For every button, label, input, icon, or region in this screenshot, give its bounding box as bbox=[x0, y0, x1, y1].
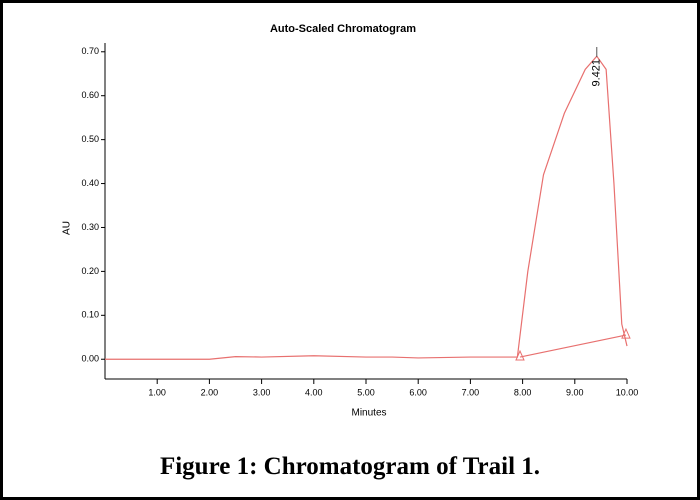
peak-label: 9.421 bbox=[591, 59, 603, 87]
x-tick-label: 8.00 bbox=[514, 387, 532, 397]
peak-marker bbox=[621, 327, 631, 339]
y-tick-label: 0.50 bbox=[81, 134, 99, 144]
chart: Auto-Scaled Chromatogram Minutes AU 0.00… bbox=[62, 23, 639, 419]
data-line bbox=[105, 55, 628, 360]
y-tick-label: 0.10 bbox=[81, 310, 99, 320]
chart-title: Auto-Scaled Chromatogram bbox=[270, 23, 416, 35]
x-tick-label: 5.00 bbox=[357, 387, 375, 397]
x-tick-label: 4.00 bbox=[305, 387, 323, 397]
x-tick-label: 3.00 bbox=[253, 387, 271, 397]
y-tick-label: 0.40 bbox=[81, 178, 99, 188]
x-tick-label: 1.00 bbox=[148, 387, 166, 397]
x-tick-label: 6.00 bbox=[409, 387, 427, 397]
caption: Figure 1: Chromatogram of Trail 1. bbox=[159, 453, 541, 480]
y-tick-label: 0.70 bbox=[81, 46, 99, 56]
y-axis-label: AU bbox=[62, 221, 73, 235]
x-tick-label: 7.00 bbox=[462, 387, 480, 397]
x-axis-label: Minutes bbox=[351, 408, 386, 419]
y-tick-label: 0.00 bbox=[81, 354, 99, 364]
y-tick-label: 0.20 bbox=[81, 266, 99, 276]
y-tick-label: 0.60 bbox=[81, 90, 99, 100]
x-tick-label: 2.00 bbox=[201, 387, 219, 397]
y-tick-label: 0.30 bbox=[81, 222, 99, 232]
data-line bbox=[519, 334, 627, 358]
peak-marker bbox=[515, 349, 525, 361]
x-tick-label: 10.00 bbox=[616, 387, 639, 397]
x-tick-label: 9.00 bbox=[566, 387, 584, 397]
